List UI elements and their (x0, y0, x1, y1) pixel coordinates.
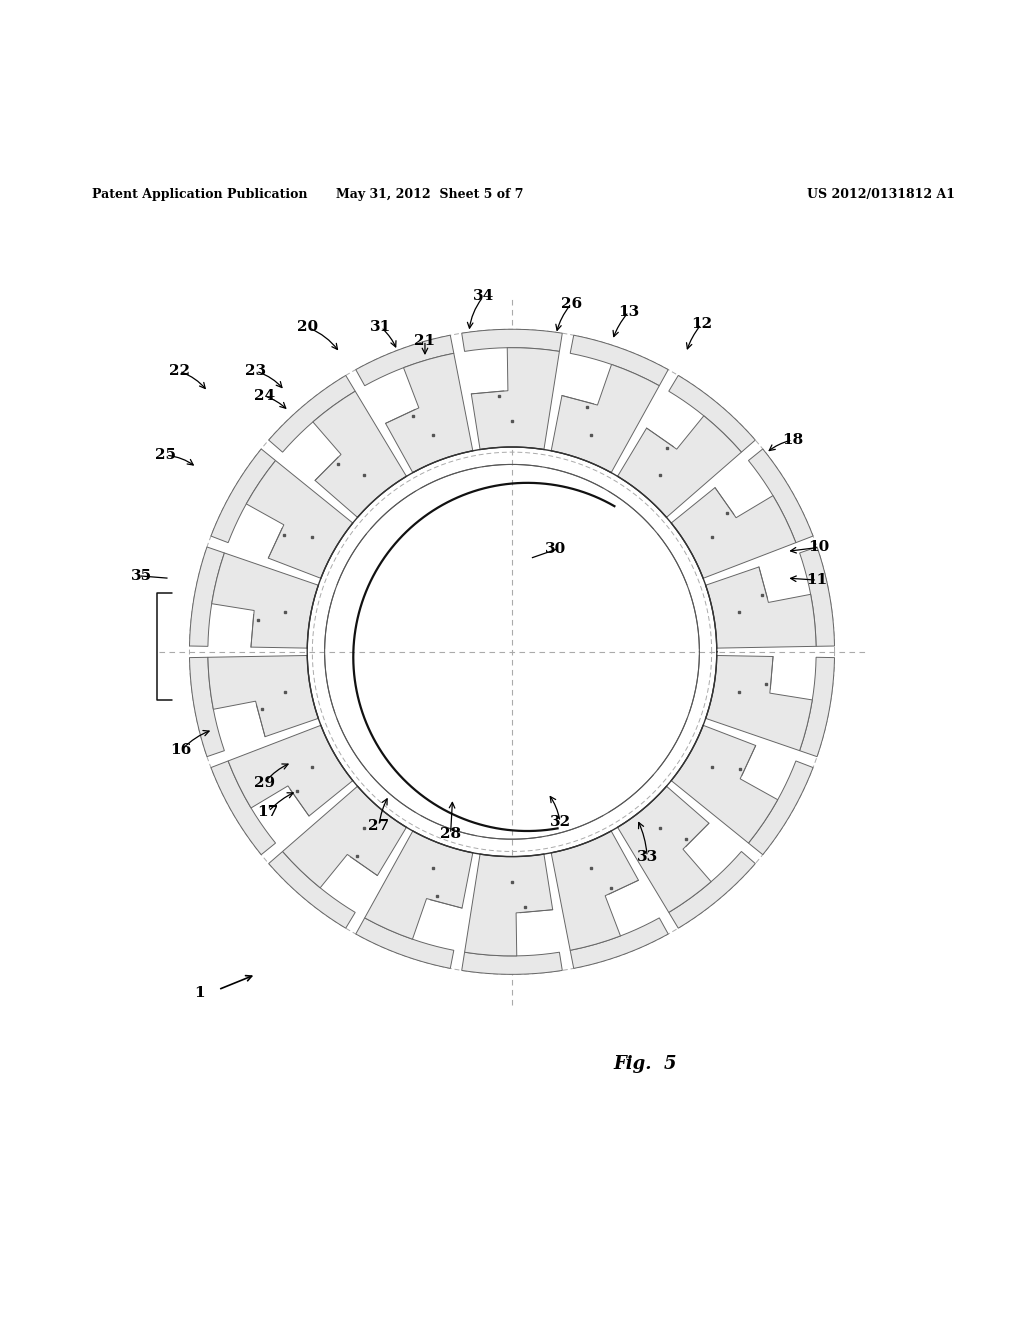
Text: 26: 26 (561, 297, 582, 310)
Text: 1: 1 (195, 986, 205, 999)
Polygon shape (211, 449, 275, 543)
Text: 29: 29 (254, 776, 274, 789)
Polygon shape (471, 347, 559, 450)
Polygon shape (465, 854, 553, 956)
Text: 11: 11 (807, 573, 827, 587)
Polygon shape (385, 354, 473, 473)
Polygon shape (617, 416, 741, 517)
Text: 17: 17 (258, 805, 279, 818)
Text: 33: 33 (637, 850, 657, 863)
Text: 30: 30 (546, 543, 566, 557)
Polygon shape (189, 657, 224, 756)
Polygon shape (671, 725, 778, 843)
Text: 31: 31 (371, 321, 391, 334)
Text: 24: 24 (254, 389, 274, 403)
Text: 27: 27 (369, 818, 389, 833)
Polygon shape (570, 335, 669, 385)
Polygon shape (189, 546, 224, 647)
Polygon shape (211, 760, 275, 854)
Polygon shape (228, 725, 353, 816)
Polygon shape (283, 787, 407, 888)
Polygon shape (355, 917, 454, 969)
Text: 18: 18 (782, 433, 803, 447)
Text: 32: 32 (550, 814, 570, 829)
Polygon shape (671, 487, 796, 578)
Text: US 2012/0131812 A1: US 2012/0131812 A1 (807, 187, 954, 201)
Polygon shape (800, 546, 835, 647)
Polygon shape (355, 335, 454, 385)
Text: 35: 35 (131, 569, 152, 583)
Text: May 31, 2012  Sheet 5 of 7: May 31, 2012 Sheet 5 of 7 (336, 187, 524, 201)
Polygon shape (462, 329, 562, 351)
Polygon shape (669, 375, 756, 453)
Text: Patent Application Publication: Patent Application Publication (92, 187, 307, 201)
Text: 12: 12 (691, 317, 712, 331)
Polygon shape (749, 760, 813, 854)
Polygon shape (313, 391, 407, 517)
Polygon shape (208, 656, 318, 737)
Text: 25: 25 (156, 449, 176, 462)
Text: 13: 13 (618, 305, 639, 319)
Polygon shape (551, 364, 659, 473)
Text: 21: 21 (415, 334, 435, 347)
Text: 34: 34 (473, 289, 494, 304)
Polygon shape (462, 952, 562, 974)
Text: 23: 23 (246, 364, 266, 379)
Text: 10: 10 (809, 540, 829, 554)
Polygon shape (268, 375, 355, 453)
Text: 22: 22 (169, 364, 189, 379)
Text: 16: 16 (171, 743, 191, 758)
Polygon shape (551, 832, 639, 950)
Polygon shape (570, 917, 669, 969)
Text: 20: 20 (297, 321, 317, 334)
Text: Fig.  5: Fig. 5 (613, 1056, 677, 1073)
Polygon shape (365, 832, 473, 940)
Polygon shape (212, 553, 318, 648)
Polygon shape (617, 787, 711, 912)
Polygon shape (268, 851, 355, 928)
Polygon shape (749, 449, 813, 543)
Polygon shape (706, 656, 812, 751)
Polygon shape (669, 851, 756, 928)
Polygon shape (246, 461, 353, 578)
Text: 28: 28 (440, 828, 461, 841)
Polygon shape (706, 566, 816, 648)
Polygon shape (800, 657, 835, 756)
